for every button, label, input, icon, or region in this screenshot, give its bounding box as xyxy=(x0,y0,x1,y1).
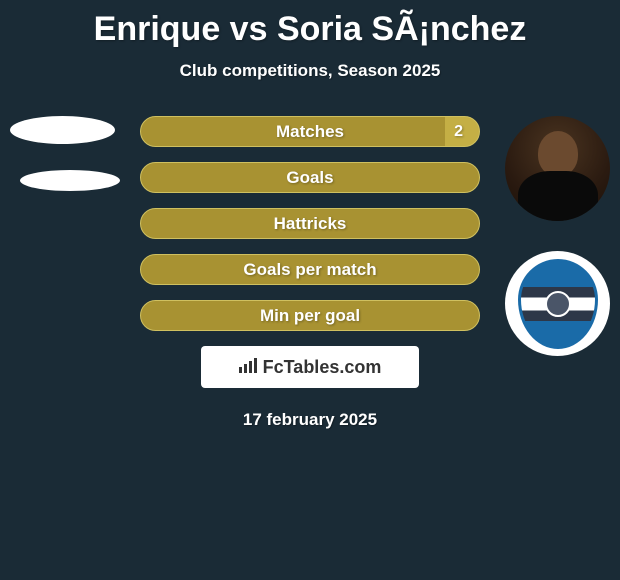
stat-label: Goals per match xyxy=(243,260,376,280)
branding-box[interactable]: FcTables.com xyxy=(201,346,419,388)
chart-icon xyxy=(239,357,257,378)
crest-inner-icon xyxy=(518,259,598,349)
stat-label: Min per goal xyxy=(260,306,360,326)
left-badge-2 xyxy=(20,170,120,191)
team-crest xyxy=(505,251,610,356)
stat-bars: Matches 2 Goals Hattricks Goals per matc… xyxy=(140,116,480,331)
stat-label: Matches xyxy=(276,122,344,142)
stat-bar-goals: Goals xyxy=(140,162,480,193)
left-player-badges xyxy=(10,116,120,217)
stat-bar-min-per-goal: Min per goal xyxy=(140,300,480,331)
right-player-badges xyxy=(505,116,610,356)
stat-value: 2 xyxy=(454,123,463,141)
stat-bar-hattricks: Hattricks xyxy=(140,208,480,239)
stat-label: Goals xyxy=(286,168,333,188)
comparison-chart: Matches 2 Goals Hattricks Goals per matc… xyxy=(0,116,620,331)
branding-text: FcTables.com xyxy=(263,357,382,378)
stat-bar-goals-per-match: Goals per match xyxy=(140,254,480,285)
stat-label: Hattricks xyxy=(274,214,347,234)
page-title: Enrique vs Soria SÃ¡nchez xyxy=(0,0,620,49)
player-photo xyxy=(505,116,610,221)
stat-bar-matches: Matches 2 xyxy=(140,116,480,147)
left-badge-1 xyxy=(10,116,115,144)
date-text: 17 february 2025 xyxy=(0,410,620,430)
page-subtitle: Club competitions, Season 2025 xyxy=(0,61,620,81)
